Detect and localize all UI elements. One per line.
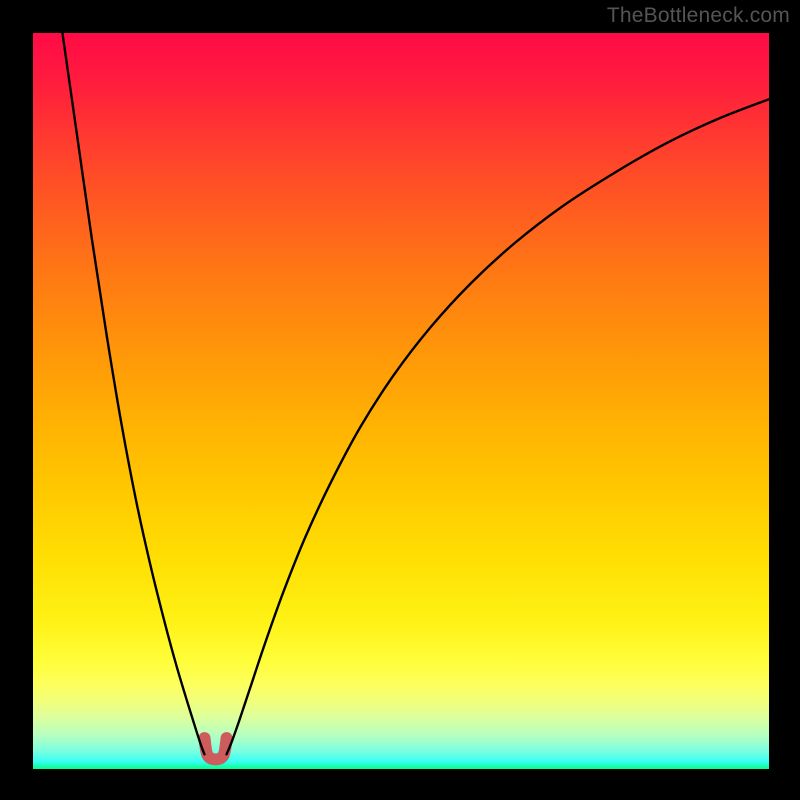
- chart-container: TheBottleneck.com: [0, 0, 800, 800]
- chart-background: [33, 33, 769, 769]
- plot-area: [33, 33, 769, 769]
- chart-svg: [33, 33, 769, 769]
- watermark-label: TheBottleneck.com: [607, 4, 790, 28]
